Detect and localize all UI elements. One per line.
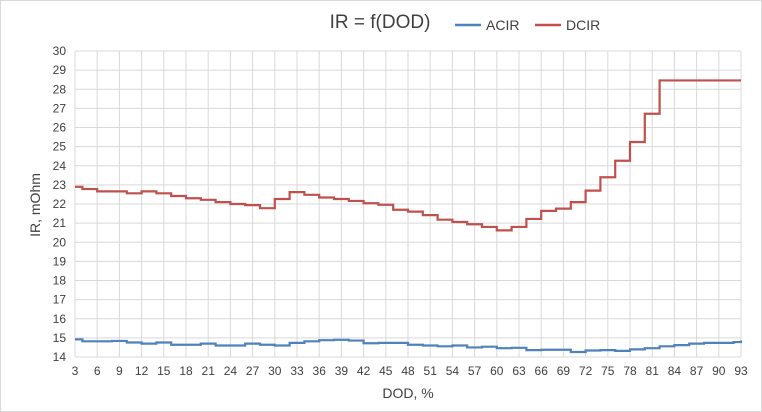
y-tick-label: 16 xyxy=(53,312,67,326)
legend-label-acir: ACIR xyxy=(486,17,519,33)
y-tick-label: 21 xyxy=(53,216,67,230)
x-axis-label: DOD, % xyxy=(382,385,433,401)
x-axis-ticks: 3 6 9 12 15 18 21 24 27 30 33 36 39 42 45 48 51 54 57 60 63 6… xyxy=(72,364,748,378)
x-tick-label: 69 xyxy=(557,364,571,378)
x-tick-label: 57 xyxy=(468,364,482,378)
x-tick-label: 87 xyxy=(690,364,704,378)
x-tick-label: 39 xyxy=(335,364,349,378)
y-tick-label: 29 xyxy=(53,63,67,77)
gridlines xyxy=(74,50,742,358)
y-tick-label: 23 xyxy=(53,178,67,192)
y-tick-label: 28 xyxy=(53,82,67,96)
chart-title: IR = f(DOD) xyxy=(330,12,431,33)
x-tick-label: 48 xyxy=(401,364,415,378)
legend-label-dcir: DCIR xyxy=(566,17,600,33)
y-tick-label: 24 xyxy=(53,159,67,173)
y-tick-label: 18 xyxy=(53,274,67,288)
x-tick-label: 42 xyxy=(357,364,371,378)
x-tick-label: 18 xyxy=(179,364,193,378)
x-tick-label: 78 xyxy=(623,364,637,378)
y-tick-label: 14 xyxy=(53,350,67,364)
y-axis-label: IR, mOhm xyxy=(27,173,43,237)
y-tick-label: 22 xyxy=(53,197,67,211)
x-tick-label: 75 xyxy=(601,364,615,378)
y-tick-label: 17 xyxy=(53,293,67,307)
y-axis-ticks: 14 15 16 17 18 19 20 21 22 23 24 25 26 27 28 29 30 xyxy=(53,44,67,364)
x-tick-label: 51 xyxy=(424,364,438,378)
x-tick-label: 9 xyxy=(116,364,123,378)
x-tick-label: 21 xyxy=(202,364,216,378)
x-tick-label: 27 xyxy=(246,364,260,378)
series-line-acir xyxy=(75,338,743,354)
x-tick-label: 93 xyxy=(734,364,748,378)
series-lines xyxy=(75,79,743,354)
x-tick-label: 72 xyxy=(579,364,593,378)
y-tick-label: 20 xyxy=(53,235,67,249)
x-tick-label: 63 xyxy=(512,364,526,378)
y-tick-label: 30 xyxy=(53,44,67,58)
x-tick-label: 3 xyxy=(72,364,79,378)
y-tick-label: 27 xyxy=(53,101,67,115)
x-tick-label: 15 xyxy=(157,364,171,378)
x-tick-label: 6 xyxy=(94,364,101,378)
x-tick-label: 90 xyxy=(712,364,726,378)
y-tick-label: 26 xyxy=(53,121,67,135)
x-tick-label: 84 xyxy=(668,364,682,378)
x-tick-label: 24 xyxy=(224,364,238,378)
x-tick-label: 66 xyxy=(535,364,549,378)
x-tick-label: 33 xyxy=(290,364,304,378)
y-tick-label: 25 xyxy=(53,140,67,154)
x-tick-label: 54 xyxy=(446,364,460,378)
x-tick-label: 45 xyxy=(379,364,393,378)
x-tick-label: 30 xyxy=(268,364,282,378)
y-tick-label: 19 xyxy=(53,254,67,268)
x-tick-label: 36 xyxy=(313,364,327,378)
legend: ACIR DCIR xyxy=(455,17,600,33)
series-line-dcir xyxy=(75,79,741,232)
x-tick-label: 81 xyxy=(646,364,660,378)
x-tick-label: 60 xyxy=(490,364,504,378)
x-tick-label: 12 xyxy=(135,364,149,378)
y-tick-label: 15 xyxy=(53,331,67,345)
